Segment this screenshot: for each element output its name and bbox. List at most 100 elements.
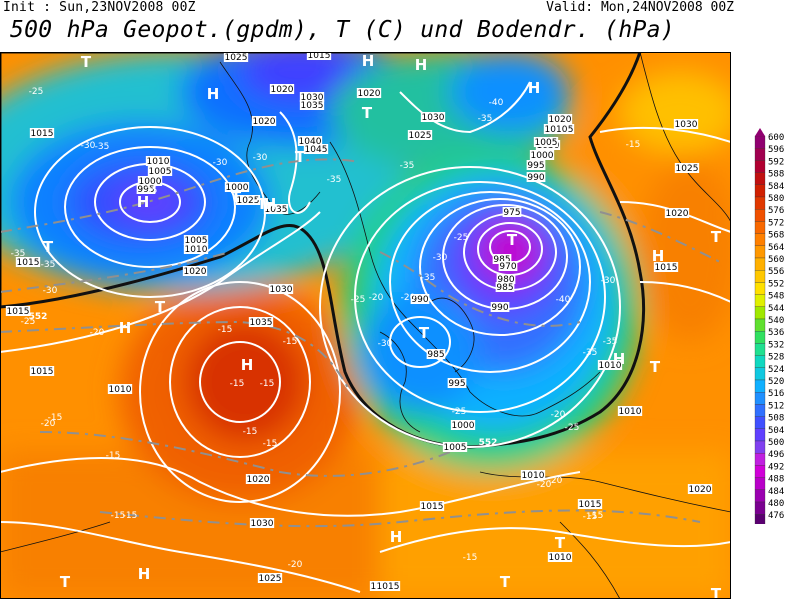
colorbar-label: 512 [768,401,784,411]
pressure-label: 1015 [579,500,602,510]
pressure-label-bg [674,163,700,173]
temperature-label: -35 [478,114,493,124]
temperature-label: -30 [601,276,616,286]
colorbar-swatch [754,477,766,490]
colorbar-swatch [754,318,766,332]
pressure-label: 1005 [149,167,172,177]
colorbar-swatch [754,392,766,405]
pressure-label: 1030 [675,120,698,130]
colorbar-swatch [754,184,766,198]
pressure-label-bg [5,306,31,316]
pressure-label-bg [257,573,283,583]
pressure-label-bg [248,317,274,327]
pressure-label-bg [617,406,643,416]
pressure-center-label: T [155,298,166,316]
pressure-label: 1005 [444,443,467,453]
colorbar-swatch [754,416,766,429]
isotherms [0,158,721,528]
colorbar-swatch [754,221,766,234]
colorbar-swatch [754,209,766,222]
contour-value-label: 552 [29,312,48,322]
colorbar-label: 560 [768,255,784,265]
colorbar-swatch [754,282,766,295]
temperature-label: -20 [401,293,416,303]
temperature-label: -35 [583,348,598,358]
temperature-label: -35 [143,186,158,196]
pressure-label: 1020 [666,209,689,219]
colorbar-label: 500 [768,438,784,448]
temperature-label: -15 [111,511,126,521]
pressure-label-bg [303,144,329,154]
temperature-label: -20 [369,293,384,303]
pressure-center-label: H [652,247,665,265]
temperature-label: -30 [213,158,228,168]
colorbar-label: 592 [768,157,784,167]
pressure-label: 995 [527,161,544,171]
pressure-label-bg [496,274,516,284]
colorbar-label: 564 [768,243,784,253]
colorbar-swatch [754,294,766,307]
colorbar-swatch [754,148,766,161]
pressure-label-bg [375,581,401,591]
pressure-center-label: T [500,573,511,591]
pressure-label: 1025 [237,196,260,206]
colorbar-label: 596 [768,145,784,155]
colorbar-swatch [754,379,766,393]
temperature-label: -15 [583,512,598,522]
colorbar-swatch [754,331,766,344]
pressure-label-bg [426,349,446,359]
colorbar-label: 536 [768,328,784,338]
colorbar-swatch [754,428,766,442]
temperature-label: -30 [433,253,448,263]
pressure-center-label: T [231,188,242,206]
colorbar-label: 540 [768,316,784,326]
pressure-label-bg [490,302,510,312]
colorbar-canvas: 600 596 592 588 584 580 576 572 568 564 560 556 552 5… [754,128,784,535]
pressure-label-bg [495,282,515,292]
colorbar-swatch [754,306,766,320]
colorbar-label: 488 [768,475,784,485]
pressure-label: 990 [411,295,428,305]
pressure-label-bg [297,136,323,146]
temperature-label: -35 [421,273,436,283]
colorbar-swatch [754,343,766,356]
pressure-label: 1010 [109,385,132,395]
pressure-center-label: H [613,350,626,368]
colorbar-swatch [754,367,766,381]
pressure-label: 1020 [247,475,270,485]
pressure-label: 990 [527,173,544,183]
temperature-label: -25 [21,317,36,327]
pressure-label-bg [419,501,445,511]
colorbar-swatch [754,257,766,271]
pressure-label: 1010 [522,471,545,481]
chart-title: 500 hPa Geopot.(gpdm), T (C) und Bodendr… [10,17,675,43]
colorbar-label: 572 [768,218,784,228]
pressure-label: 1020 [184,267,207,277]
pressure-label: 990 [491,303,508,313]
pressure-label-bg [529,150,555,160]
colorbar-label: 504 [768,426,784,436]
pressure-label: 1015 [17,258,40,268]
pressure-label-bg [251,116,277,126]
pressure-center-label: H [264,195,277,213]
pressure-label: 1040 [299,137,322,147]
pressure-label-bg [492,254,512,264]
pressure-label-bg [450,420,476,430]
pressure-label-bg [107,384,133,394]
colorbar-label: 484 [768,487,784,497]
pressure-label: 1030 [301,93,324,103]
colorbar-swatch [754,245,766,259]
colorbar-label: 496 [768,450,784,460]
colorbar-swatch [754,135,766,149]
pressure-label-bg [263,204,289,214]
temperature-label: -20 [551,410,566,420]
colorbar-label: 508 [768,414,784,424]
pressure-label-bg [664,208,690,218]
contour-value-labels: 552 552 [29,312,498,448]
pressure-label: 1010 [185,245,208,255]
colorbar-label: 600 [768,133,784,143]
colorbar-label: 520 [768,377,784,387]
pressure-label: 1015 [308,52,331,61]
pressure-label-bg [410,294,430,304]
pressure-label-bg [547,552,573,562]
